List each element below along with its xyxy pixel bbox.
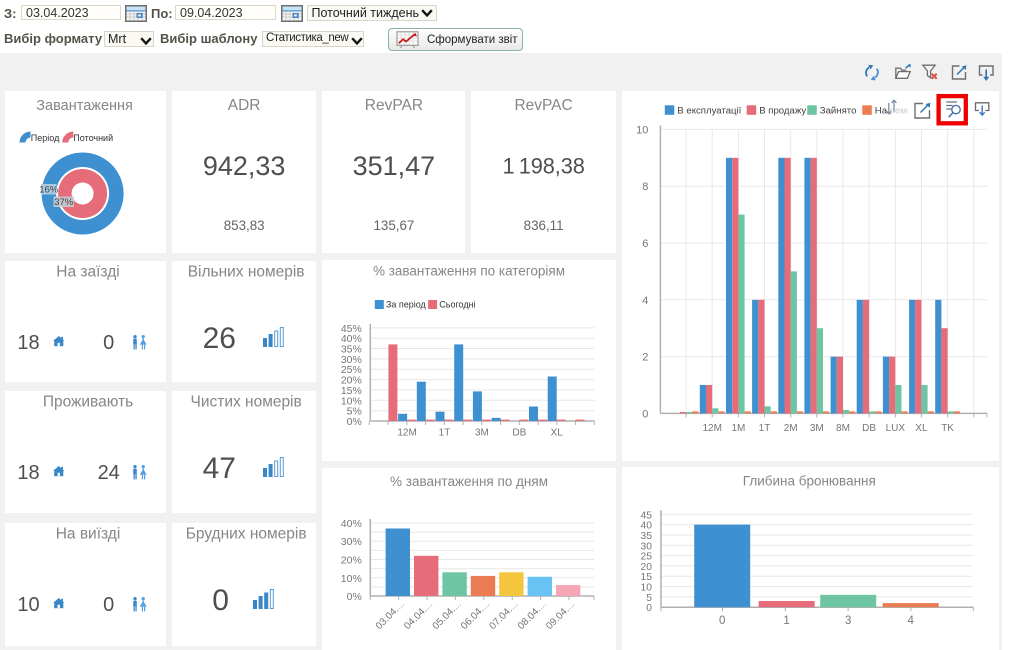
svg-text:TK: TK (941, 423, 954, 434)
svg-text:10%: 10% (340, 572, 361, 584)
svg-text:25: 25 (641, 552, 653, 563)
svg-text:06.04.…: 06.04.… (459, 598, 492, 631)
svg-text:1T: 1T (759, 423, 771, 434)
svg-text:В продажу: В продажу (759, 105, 806, 116)
svg-text:Поточний: Поточний (73, 133, 113, 143)
svg-text:DB: DB (862, 423, 876, 434)
svg-text:40: 40 (641, 521, 653, 532)
svg-text:15%: 15% (341, 386, 362, 397)
svg-text:1 198,38: 1 198,38 (502, 153, 584, 178)
svg-text:8M: 8M (836, 423, 850, 434)
svg-text:35%: 35% (341, 344, 362, 355)
svg-text:RevPAR: RevPAR (364, 97, 422, 114)
svg-text:На заїзді: На заїзді (56, 263, 119, 280)
svg-text:40%: 40% (340, 518, 361, 530)
svg-text:3: 3 (845, 615, 851, 627)
svg-text:836,11: 836,11 (524, 218, 564, 233)
svg-text:Брудних номерів: Брудних номерів (185, 525, 306, 542)
svg-text:24: 24 (98, 462, 120, 484)
svg-text:0: 0 (646, 603, 652, 614)
svg-text:XL: XL (915, 423, 928, 434)
svg-text:Зайнято: Зайнято (820, 105, 857, 116)
svg-text:Глибина бронювання: Глибина бронювання (743, 474, 876, 489)
svg-text:07.04.…: 07.04.… (487, 598, 520, 631)
svg-text:942,33: 942,33 (202, 151, 285, 181)
svg-text:За період: За період (386, 299, 427, 309)
svg-text:% завантаження по дням: % завантаження по дням (390, 474, 548, 489)
svg-text:4: 4 (907, 615, 914, 627)
svg-text:% завантаження по категоріям: % завантаження по категоріям (373, 263, 565, 278)
svg-text:40%: 40% (341, 334, 362, 345)
svg-text:1T: 1T (438, 427, 450, 438)
svg-text:351,47: 351,47 (352, 151, 435, 181)
svg-text:15: 15 (641, 572, 653, 583)
svg-text:Завантаження: Завантаження (36, 98, 133, 114)
svg-text:47: 47 (202, 452, 235, 485)
svg-text:0%: 0% (346, 417, 361, 428)
svg-text:Вільних номерів: Вільних номерів (187, 263, 304, 280)
svg-text:09.04.…: 09.04.… (544, 598, 577, 631)
svg-text:6: 6 (642, 238, 648, 250)
svg-text:0: 0 (212, 584, 229, 617)
svg-text:45%: 45% (341, 324, 362, 335)
svg-text:ADR: ADR (227, 97, 260, 114)
svg-text:В експлуатації: В експлуатації (677, 105, 741, 116)
svg-text:1M: 1M (731, 423, 745, 434)
svg-text:2M: 2M (784, 423, 798, 434)
svg-text:5%: 5% (346, 407, 361, 418)
svg-text:26: 26 (202, 322, 235, 355)
svg-text:12M: 12M (397, 427, 416, 438)
svg-text:04.04.…: 04.04.… (402, 598, 435, 631)
svg-text:37%: 37% (54, 197, 74, 208)
svg-text:16%: 16% (39, 185, 59, 196)
svg-text:Період: Період (31, 133, 60, 143)
svg-text:30%: 30% (340, 536, 361, 548)
svg-text:На виїзді: На виїзді (56, 525, 121, 542)
svg-text:05.04.…: 05.04.… (430, 598, 463, 631)
svg-text:Сьогодні: Сьогодні (439, 299, 475, 309)
svg-text:20%: 20% (340, 554, 361, 566)
svg-text:10: 10 (636, 124, 648, 136)
svg-text:30%: 30% (341, 355, 362, 366)
svg-text:LUX: LUX (886, 423, 906, 434)
svg-text:XL: XL (550, 427, 563, 438)
svg-text:18: 18 (17, 462, 39, 484)
svg-text:10: 10 (641, 583, 653, 594)
svg-text:DB: DB (512, 427, 526, 438)
svg-text:18: 18 (17, 332, 39, 354)
svg-text:5: 5 (646, 593, 652, 604)
svg-text:10: 10 (17, 594, 39, 616)
svg-text:0: 0 (719, 615, 725, 627)
svg-text:0: 0 (103, 332, 114, 354)
svg-text:Проживають: Проживають (43, 394, 133, 411)
svg-text:45: 45 (641, 510, 653, 521)
svg-text:853,83: 853,83 (223, 218, 264, 233)
svg-text:135,67: 135,67 (373, 218, 414, 233)
svg-text:8: 8 (642, 181, 648, 193)
svg-text:20: 20 (641, 562, 653, 573)
svg-text:35: 35 (641, 531, 653, 542)
svg-text:08.04.…: 08.04.… (516, 598, 549, 631)
svg-text:3M: 3M (475, 427, 489, 438)
svg-text:1: 1 (783, 615, 789, 627)
svg-text:25%: 25% (341, 365, 362, 376)
svg-text:RevPAC: RevPAC (514, 97, 572, 114)
svg-text:10%: 10% (341, 396, 362, 407)
svg-text:20%: 20% (341, 376, 362, 387)
svg-text:0: 0 (642, 408, 648, 420)
svg-text:03.04.…: 03.04.… (374, 598, 407, 631)
svg-text:Чистих номерів: Чистих номерів (190, 394, 301, 411)
svg-text:12M: 12M (702, 423, 721, 434)
svg-text:4: 4 (642, 295, 648, 307)
svg-text:3M: 3M (810, 423, 824, 434)
svg-text:0: 0 (103, 594, 114, 616)
svg-text:2: 2 (642, 352, 648, 364)
svg-text:30: 30 (641, 541, 653, 552)
svg-text:0%: 0% (346, 591, 361, 603)
